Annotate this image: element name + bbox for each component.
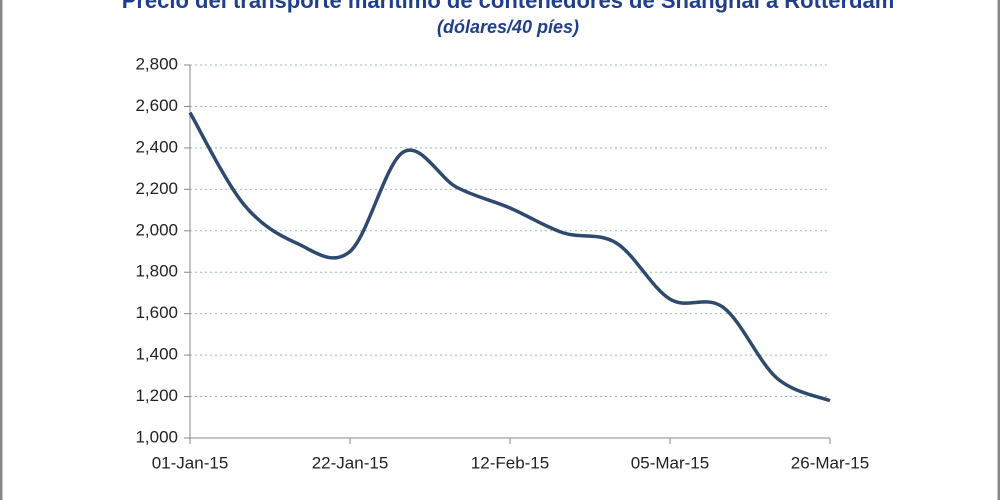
y-tick-label: 2,000	[135, 220, 178, 239]
y-tick-label: 2,600	[135, 96, 178, 115]
x-tick-label: 26-Mar-15	[791, 453, 869, 472]
y-tick-label: 1,800	[135, 262, 178, 281]
x-tick-label: 12-Feb-15	[471, 453, 549, 472]
chart-title: Precio del transporte marítimo de conten…	[122, 0, 895, 13]
chart-subtitle: (dólares/40 píes)	[437, 17, 579, 37]
y-tick-label: 2,800	[135, 54, 178, 73]
y-tick-label: 1,000	[135, 427, 178, 446]
y-tick-label: 1,400	[135, 345, 178, 364]
y-tick-label: 1,600	[135, 303, 178, 322]
x-tick-label: 22-Jan-15	[312, 453, 389, 472]
y-tick-label: 1,200	[135, 386, 178, 405]
x-tick-label: 01-Jan-15	[152, 453, 229, 472]
y-tick-label: 2,400	[135, 137, 178, 156]
x-tick-label: 05-Mar-15	[631, 453, 709, 472]
line	[188, 111, 831, 403]
y-tick-label: 2,200	[135, 179, 178, 198]
